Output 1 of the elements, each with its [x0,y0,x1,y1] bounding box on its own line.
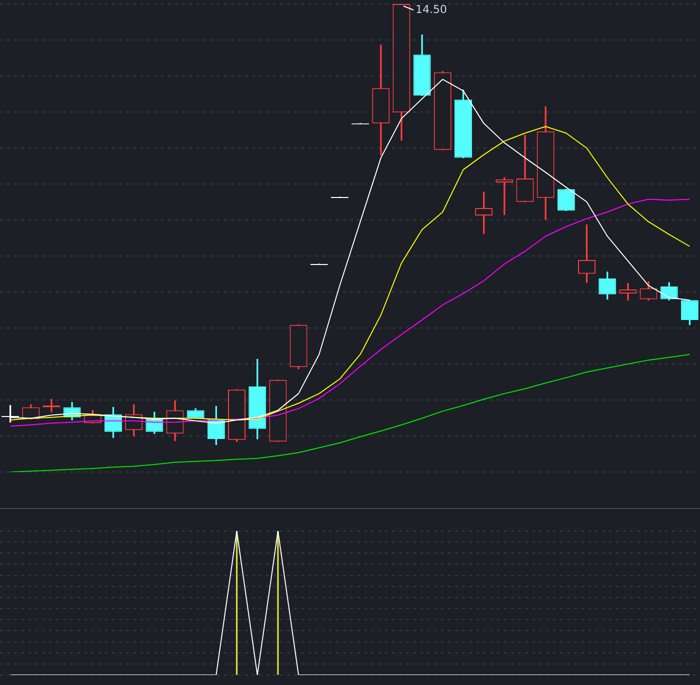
annotation: 14.50 [415,2,447,16]
